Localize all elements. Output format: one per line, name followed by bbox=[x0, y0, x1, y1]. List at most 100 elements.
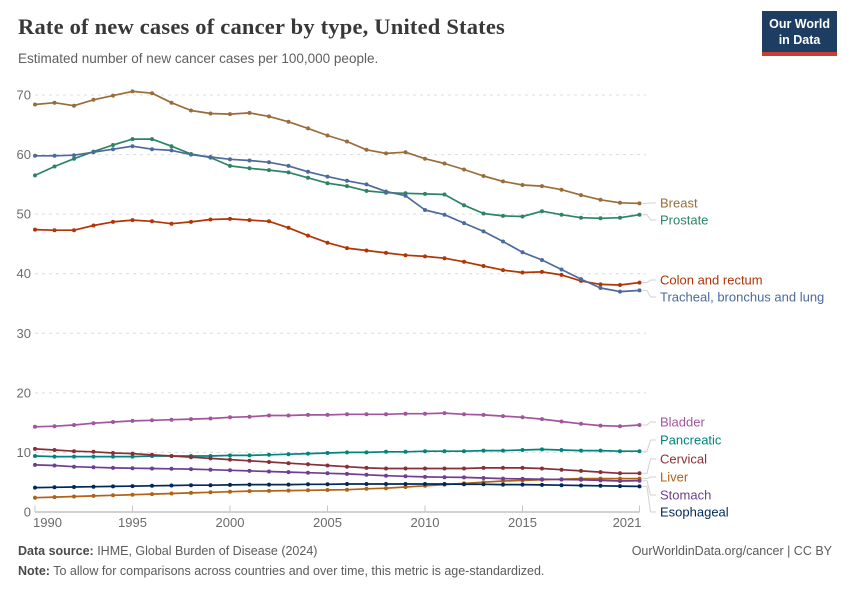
data-point bbox=[286, 225, 291, 230]
data-point bbox=[72, 449, 76, 454]
series-label-esophageal[interactable]: Esophageal bbox=[660, 505, 729, 520]
data-point bbox=[598, 197, 603, 202]
data-point bbox=[228, 112, 232, 117]
data-point bbox=[189, 490, 193, 495]
data-point bbox=[618, 449, 622, 454]
data-point bbox=[637, 471, 642, 476]
data-point bbox=[150, 466, 154, 471]
series-label-tracheal-bronchus-and-lung[interactable]: Tracheal, bronchus and lung bbox=[660, 290, 824, 305]
data-point bbox=[150, 418, 154, 423]
data-point bbox=[72, 153, 76, 158]
data-point bbox=[364, 412, 369, 417]
series-label-breast[interactable]: Breast bbox=[660, 196, 698, 211]
y-axis-tick-label-20: 20 bbox=[17, 385, 31, 400]
data-point bbox=[169, 144, 174, 149]
data-point bbox=[345, 246, 349, 251]
data-point bbox=[481, 229, 486, 234]
data-point bbox=[111, 420, 115, 424]
data-point bbox=[423, 482, 427, 486]
line-pancreatic[interactable]: Pancreatic bbox=[33, 433, 722, 459]
data-point bbox=[501, 213, 505, 218]
data-point bbox=[91, 493, 96, 498]
line-breast[interactable]: Breast bbox=[33, 89, 698, 211]
data-point bbox=[579, 448, 583, 453]
credit-link[interactable]: OurWorldinData.org/cancer | CC BY bbox=[631, 544, 832, 558]
series-label-colon-and-rectum[interactable]: Colon and rectum bbox=[660, 273, 763, 288]
data-point bbox=[228, 489, 232, 494]
data-point bbox=[52, 424, 57, 429]
data-point bbox=[540, 209, 544, 214]
data-point bbox=[247, 414, 252, 419]
data-point bbox=[384, 449, 388, 454]
data-point bbox=[306, 470, 310, 475]
data-point bbox=[364, 188, 369, 193]
series-label-pancreatic[interactable]: Pancreatic bbox=[660, 433, 722, 448]
data-point bbox=[306, 126, 310, 131]
data-point bbox=[442, 475, 447, 480]
data-point bbox=[598, 483, 603, 488]
data-point bbox=[637, 449, 642, 454]
data-point bbox=[637, 280, 642, 285]
line-bladder[interactable]: Bladder bbox=[33, 411, 705, 430]
line-tracheal-bronchus-and-lung[interactable]: Tracheal, bronchus and lung bbox=[33, 144, 824, 305]
series-label-bladder[interactable]: Bladder bbox=[660, 415, 705, 430]
data-point bbox=[325, 463, 330, 468]
series-label-cervical[interactable]: Cervical bbox=[660, 452, 707, 467]
data-point bbox=[267, 160, 271, 165]
data-point bbox=[306, 169, 310, 174]
data-point bbox=[150, 219, 154, 224]
data-point bbox=[462, 412, 466, 417]
line-esophageal[interactable]: Esophageal bbox=[33, 482, 729, 520]
data-point bbox=[72, 485, 76, 489]
line-colon-and-rectum[interactable]: Colon and rectum bbox=[33, 216, 763, 288]
series-label-stomach[interactable]: Stomach bbox=[660, 488, 711, 503]
data-point bbox=[423, 191, 427, 196]
data-point bbox=[130, 484, 135, 489]
owid-logo[interactable]: Our World in Data bbox=[762, 11, 837, 56]
data-point bbox=[618, 283, 622, 287]
data-point bbox=[150, 147, 154, 152]
data-point bbox=[111, 465, 115, 470]
data-point bbox=[364, 450, 369, 455]
data-point bbox=[150, 91, 154, 96]
data-point bbox=[579, 215, 583, 220]
label-connector-stomach bbox=[642, 480, 656, 496]
data-point bbox=[598, 286, 603, 290]
data-point bbox=[306, 482, 310, 487]
line-stomach[interactable]: Stomach bbox=[33, 462, 711, 503]
data-point bbox=[637, 201, 642, 206]
data-point bbox=[618, 484, 622, 489]
x-axis-tick-label-2005: 2005 bbox=[313, 515, 342, 530]
data-point bbox=[364, 147, 369, 152]
data-point bbox=[189, 467, 193, 472]
data-point bbox=[52, 463, 57, 468]
data-point bbox=[52, 228, 57, 233]
data-point bbox=[442, 449, 447, 454]
data-point bbox=[481, 465, 486, 470]
data-point bbox=[169, 100, 174, 105]
data-point bbox=[325, 412, 330, 417]
data-point bbox=[403, 150, 408, 155]
data-point bbox=[364, 182, 369, 187]
data-point bbox=[579, 193, 583, 198]
data-point bbox=[598, 478, 603, 483]
line-prostate[interactable]: Prostate bbox=[33, 137, 708, 228]
data-point bbox=[501, 448, 505, 453]
series-label-liver[interactable]: Liver bbox=[660, 470, 689, 485]
data-point bbox=[501, 476, 505, 481]
data-point bbox=[111, 147, 115, 152]
data-point bbox=[33, 454, 37, 458]
data-point bbox=[384, 151, 388, 156]
data-point bbox=[33, 495, 37, 500]
data-point bbox=[52, 485, 57, 490]
data-point bbox=[130, 454, 135, 459]
data-point bbox=[247, 218, 252, 223]
data-point bbox=[579, 483, 583, 488]
series-label-prostate[interactable]: Prostate bbox=[660, 213, 708, 228]
data-point bbox=[637, 423, 642, 427]
data-point bbox=[520, 448, 525, 452]
data-point bbox=[169, 454, 174, 458]
line-cervical[interactable]: Cervical bbox=[33, 446, 707, 476]
data-point bbox=[345, 482, 349, 486]
